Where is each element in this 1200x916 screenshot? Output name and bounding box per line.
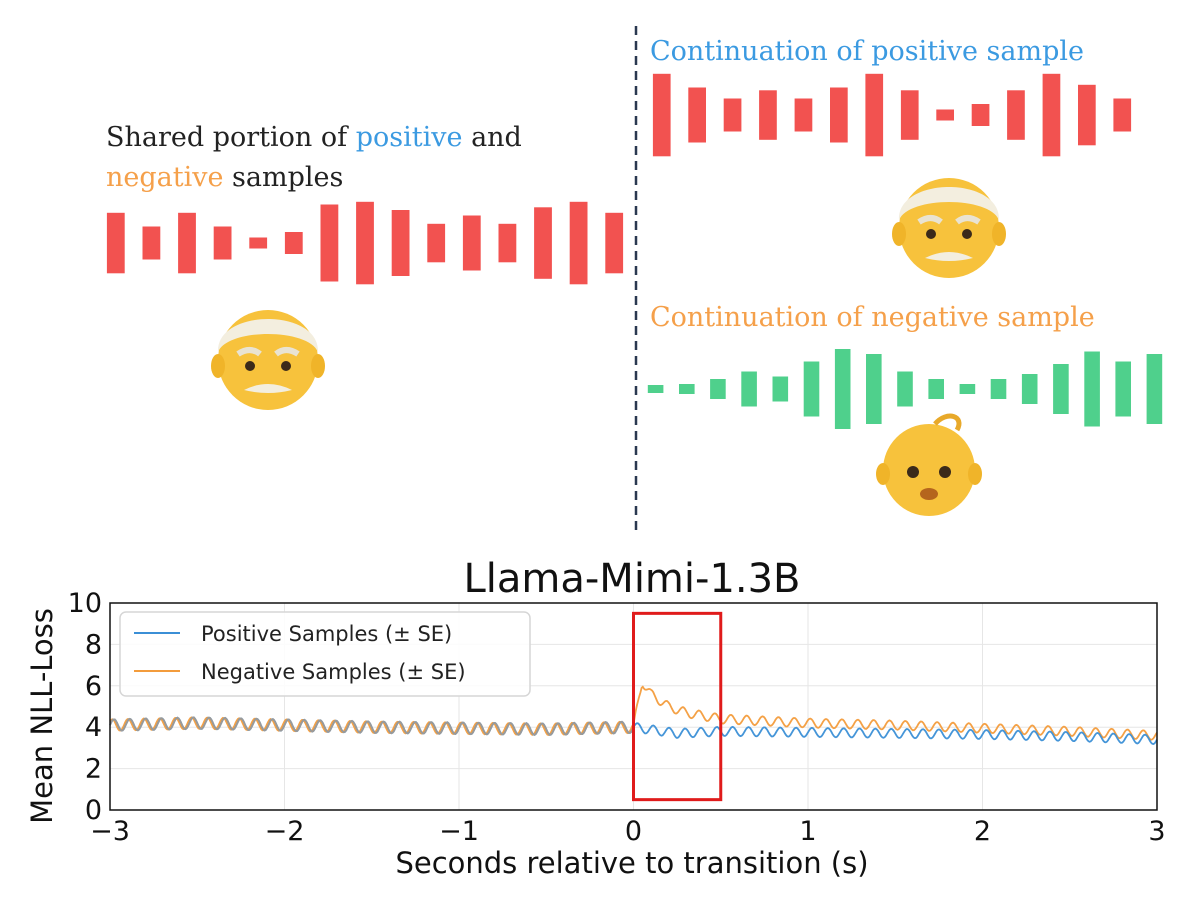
waveform-bar <box>959 384 976 394</box>
chart-title: Llama-Mimi-1.3B <box>463 556 800 602</box>
x-tick-label: −1 <box>439 816 479 847</box>
waveform-bar <box>249 237 268 249</box>
waveform-bar <box>1084 351 1100 427</box>
waveform-bar <box>284 232 303 254</box>
waveform-bar <box>605 212 624 274</box>
waveform-bar <box>723 98 742 132</box>
waveform-bar <box>865 73 884 157</box>
y-axis-ticks: 0 2 4 6 8 10 <box>68 588 102 826</box>
waveform-bar <box>971 104 990 126</box>
waveform-bar <box>142 226 161 260</box>
legend-label-negative: Negative Samples (± SE) <box>201 660 466 684</box>
old-man-icon <box>892 178 1006 278</box>
waveform-bar <box>794 98 813 132</box>
waveform-bar <box>803 361 820 417</box>
x-axis-label: Seconds relative to transition (s) <box>395 846 868 880</box>
y-tick-label: 10 <box>68 588 102 619</box>
positive-continuation-caption: Continuation of positive sample <box>650 36 1084 67</box>
waveform-bar <box>1115 361 1131 417</box>
negative-continuation-waveform <box>647 349 1163 429</box>
shared-caption-line2: negative samples <box>106 162 343 193</box>
waveform-bar <box>652 73 671 157</box>
shared-caption-line1: Shared portion of positive and <box>106 122 522 153</box>
x-tick-label: 1 <box>799 816 816 847</box>
waveform-bar <box>534 207 552 279</box>
waveform-bar <box>213 226 232 260</box>
chart: Llama-Mimi-1.3B −3 −2 −1 0 1 2 3 0 2 4 6 8 10 Secon… <box>25 556 1166 880</box>
waveform-bar <box>834 349 851 429</box>
plot-frame <box>109 602 1158 811</box>
waveform-bar <box>759 90 777 140</box>
x-tick-label: −2 <box>265 816 305 847</box>
waveform-bar <box>830 87 848 143</box>
x-tick-label: 3 <box>1148 816 1165 847</box>
x-axis-ticks: −3 −2 −1 0 1 2 3 <box>90 816 1166 847</box>
waveform-bar <box>1007 90 1025 140</box>
waveform-bar <box>710 379 726 399</box>
waveform-bar <box>928 379 944 399</box>
waveform-bar <box>990 379 1007 399</box>
waveform-bar <box>741 371 757 407</box>
shared-overlap-line <box>109 716 635 736</box>
y-tick-label: 2 <box>85 754 102 785</box>
positive-word: positive <box>356 122 463 153</box>
waveform-bar <box>1021 374 1038 404</box>
highlight-box <box>632 611 723 802</box>
waveform-bar <box>498 223 517 263</box>
y-tick-label: 6 <box>85 671 102 702</box>
x-tick-label: 0 <box>625 816 642 847</box>
old-man-icon <box>211 310 325 410</box>
negative-continuation-caption: Continuation of negative sample <box>650 302 1095 333</box>
waveform-bar <box>647 385 664 393</box>
x-tick-label: 2 <box>974 816 991 847</box>
illustration: Shared portion of positive and negative … <box>106 26 1163 530</box>
waveform-bar <box>936 109 954 121</box>
waveform-bar <box>356 201 374 285</box>
waveform-bar <box>772 376 789 402</box>
waveform-bar <box>897 371 913 407</box>
shared-waveform <box>106 201 624 285</box>
waveform-bar <box>569 201 588 285</box>
x-tick-label: −3 <box>90 816 130 847</box>
y-tick-label: 4 <box>85 712 102 743</box>
waveform-bar <box>391 210 410 276</box>
waveform-bar <box>1113 98 1132 132</box>
legend: Positive Samples (± SE) Negative Samples… <box>119 611 531 697</box>
y-axis-label: Mean NLL-Loss <box>25 608 59 824</box>
waveform-bar <box>688 87 706 143</box>
waveform-bar <box>427 223 446 263</box>
y-tick-label: 0 <box>85 795 102 826</box>
waveform-bar <box>679 384 695 394</box>
waveform-bar <box>1042 73 1061 157</box>
waveform-bar <box>106 212 125 274</box>
waveform-bar <box>866 354 882 424</box>
positive-continuation-waveform <box>652 73 1132 157</box>
waveform-bar <box>178 212 196 274</box>
waveform-bar <box>900 90 919 140</box>
waveform-bar <box>1053 364 1069 414</box>
waveform-bar <box>1146 354 1163 424</box>
waveform-bar <box>462 215 481 271</box>
negative-word: negative <box>106 162 223 193</box>
waveform-bar <box>1078 84 1096 146</box>
baby-icon <box>876 413 982 516</box>
legend-frame <box>119 611 531 697</box>
waveform-bar <box>320 204 339 282</box>
legend-label-positive: Positive Samples (± SE) <box>201 622 452 646</box>
y-tick-label: 8 <box>85 629 102 660</box>
